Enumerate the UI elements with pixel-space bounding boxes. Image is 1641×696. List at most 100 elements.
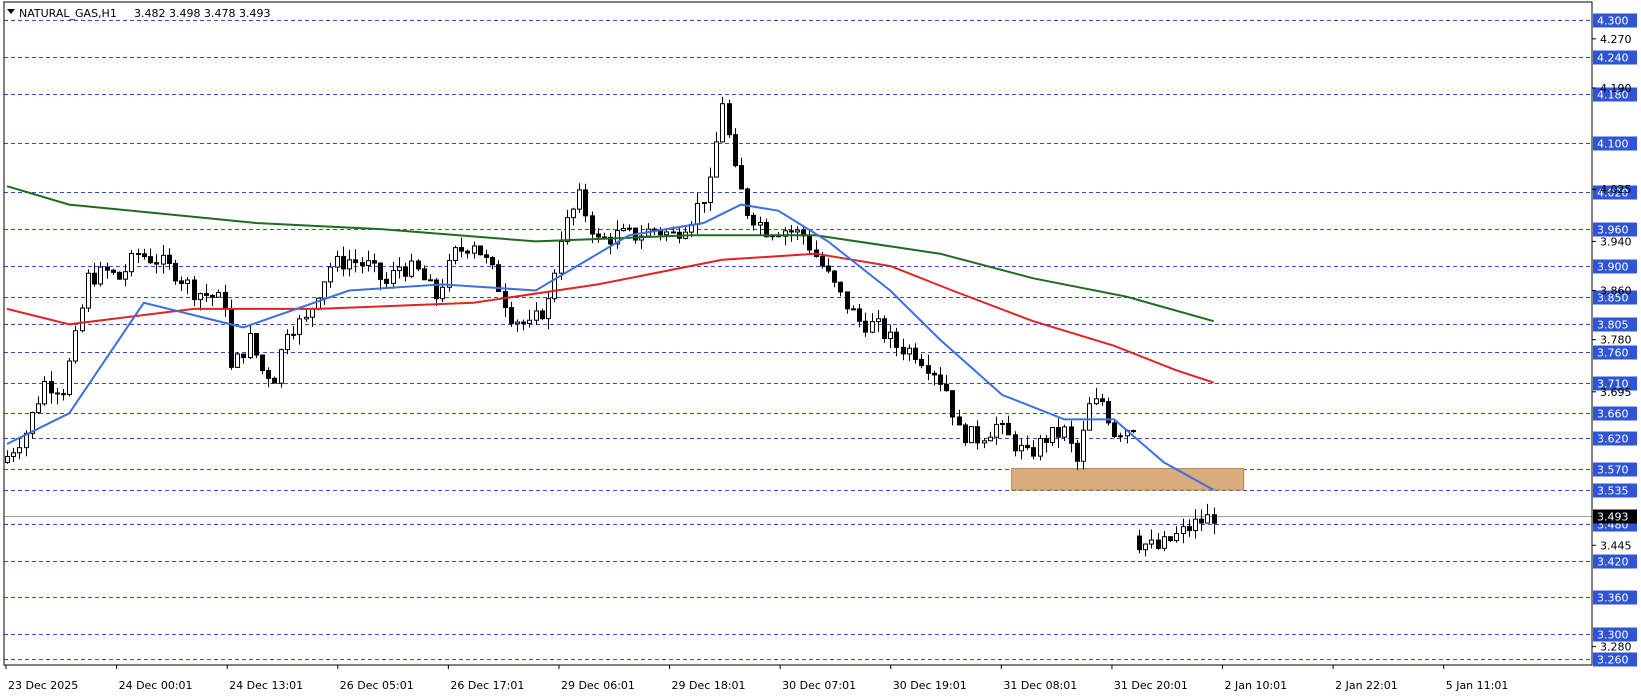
candle-body bbox=[888, 331, 893, 339]
candle-body bbox=[1181, 526, 1186, 535]
candle-body bbox=[720, 103, 725, 143]
price-badge bbox=[1593, 652, 1637, 667]
price-badge-label: 4.240 bbox=[1597, 52, 1629, 65]
candle-body bbox=[1031, 447, 1036, 457]
candle-body bbox=[671, 231, 676, 234]
price-tick-label: 4.025 bbox=[1600, 183, 1632, 196]
moving-averages bbox=[6, 185, 1215, 491]
candle-body bbox=[863, 320, 868, 333]
candle-body bbox=[527, 319, 532, 324]
candle-body bbox=[1038, 438, 1043, 457]
candle-body bbox=[1081, 429, 1086, 462]
candle-body bbox=[391, 270, 396, 284]
candle-body bbox=[982, 440, 987, 444]
price-tick-label: 3.860 bbox=[1600, 285, 1632, 298]
candle-body bbox=[1100, 398, 1105, 403]
candle-body bbox=[372, 260, 377, 264]
candle-body bbox=[384, 278, 389, 284]
candle-body bbox=[17, 447, 22, 454]
candle-body bbox=[335, 255, 340, 268]
candle-body bbox=[664, 231, 669, 236]
price-badge-label: 3.620 bbox=[1597, 433, 1629, 446]
candle-body bbox=[86, 272, 91, 309]
candle-body bbox=[260, 354, 265, 372]
candle-body bbox=[173, 262, 178, 282]
candle-body bbox=[807, 235, 812, 251]
candle-body bbox=[708, 176, 713, 204]
candle-body bbox=[571, 208, 576, 219]
price-badge bbox=[1593, 317, 1637, 332]
symbol-menu-icon[interactable] bbox=[7, 9, 15, 14]
candle-body bbox=[254, 333, 259, 356]
candle-body bbox=[111, 269, 116, 273]
candle-body bbox=[496, 264, 501, 293]
price-axis: 4.300 4.240 4.180 4.100 4.020 3.960 3.900 3.850… bbox=[1592, 13, 1637, 667]
time-tick-label: 29 Dec 06:01 bbox=[561, 679, 635, 692]
price-badge bbox=[1593, 345, 1637, 360]
time-tick-label: 30 Dec 19:01 bbox=[893, 679, 967, 692]
time-tick-label: 29 Dec 18:01 bbox=[672, 679, 746, 692]
candle-body bbox=[366, 260, 371, 266]
candle-body bbox=[1156, 539, 1161, 549]
candle-body bbox=[272, 377, 277, 384]
candle-body bbox=[49, 380, 54, 394]
candle-body bbox=[1075, 442, 1080, 462]
price-badge bbox=[1593, 406, 1637, 421]
price-badge-label: 3.900 bbox=[1597, 261, 1629, 274]
candle-body bbox=[627, 227, 632, 230]
candle-body bbox=[459, 247, 464, 252]
candle-body bbox=[988, 436, 993, 442]
price-badge-label: 3.660 bbox=[1597, 408, 1629, 421]
candle-body bbox=[577, 189, 582, 210]
candle-body bbox=[1162, 536, 1167, 549]
candle-body bbox=[11, 452, 16, 457]
candle-body bbox=[745, 188, 750, 216]
candle-body bbox=[453, 247, 458, 262]
price-badge-label: 3.360 bbox=[1597, 592, 1629, 605]
price-badge bbox=[1593, 483, 1637, 498]
candle-body bbox=[248, 333, 253, 359]
price-tick-label: 3.280 bbox=[1600, 641, 1632, 654]
time-tick-label: 30 Dec 07:01 bbox=[782, 679, 856, 692]
price-badge-label: 3.960 bbox=[1597, 224, 1629, 237]
candle-body bbox=[241, 353, 246, 359]
candle-body bbox=[1212, 514, 1217, 524]
candle-body bbox=[297, 318, 302, 335]
candle-body bbox=[876, 318, 881, 323]
price-badge-label: 4.100 bbox=[1597, 138, 1629, 151]
candle-body bbox=[1056, 427, 1061, 438]
candle-body bbox=[608, 236, 613, 245]
time-tick-label: 5 Jan 11:01 bbox=[1446, 679, 1509, 692]
candle-body bbox=[1013, 434, 1018, 452]
candle-body bbox=[1199, 518, 1204, 524]
candle-body bbox=[596, 233, 601, 238]
price-badge bbox=[1593, 185, 1637, 200]
price-badge-label: 3.805 bbox=[1597, 319, 1629, 332]
candle-body bbox=[540, 310, 545, 320]
candle-body bbox=[478, 245, 483, 256]
price-badge bbox=[1593, 50, 1637, 65]
price-badge bbox=[1593, 554, 1637, 569]
price-badge-label: 3.260 bbox=[1597, 654, 1629, 667]
candle-body bbox=[36, 403, 41, 413]
candle-body bbox=[1168, 536, 1173, 541]
price-badge-label: 3.570 bbox=[1597, 464, 1629, 477]
time-tick-label: 31 Dec 08:01 bbox=[1003, 679, 1077, 692]
candle-body bbox=[167, 254, 172, 264]
price-tick-label: 3.780 bbox=[1600, 334, 1632, 347]
candle-body bbox=[845, 291, 850, 310]
candle-body bbox=[1050, 427, 1055, 443]
candle-body bbox=[266, 370, 271, 379]
ohlc-readout: 3.482 3.498 3.478 3.493 bbox=[134, 7, 270, 20]
candle-body bbox=[484, 254, 489, 258]
price-badge bbox=[1593, 290, 1637, 305]
candle-body bbox=[590, 215, 595, 235]
candle-body bbox=[559, 241, 564, 274]
candle-body bbox=[826, 265, 831, 272]
candle-body bbox=[465, 250, 470, 254]
price-badge bbox=[1593, 87, 1637, 102]
candle-body bbox=[472, 245, 477, 254]
candle-body bbox=[509, 307, 514, 325]
